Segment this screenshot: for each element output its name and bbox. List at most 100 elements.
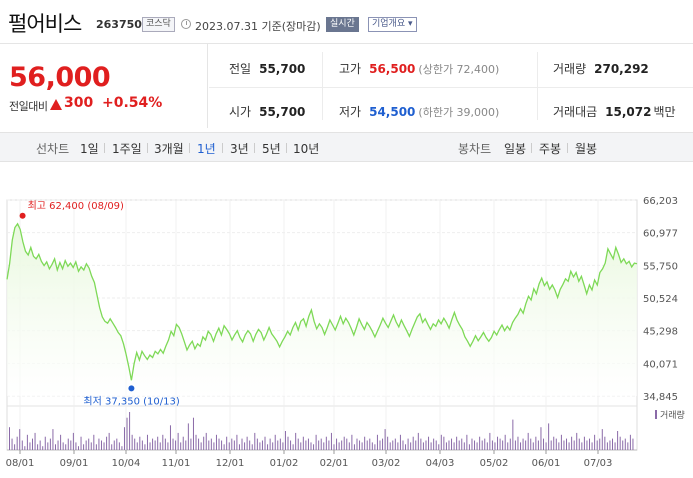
x-tick-label: 07/03 — [584, 458, 613, 469]
stat-low-value: 54,500 — [369, 105, 416, 119]
volume-bar — [307, 438, 309, 450]
volume-bar — [75, 442, 77, 450]
tab-1d[interactable]: 1일 — [80, 142, 99, 156]
volume-bar — [428, 436, 430, 450]
stat-amount-label: 거래대금 — [553, 105, 598, 119]
volume-bar — [205, 432, 207, 450]
volume-bar — [244, 442, 246, 450]
volume-bar — [269, 438, 271, 450]
volume-bar — [566, 438, 568, 450]
volume-bar — [213, 442, 215, 450]
volume-bar — [90, 442, 92, 450]
volume-bar — [568, 442, 570, 450]
volume-bar — [175, 440, 177, 450]
volume-bar — [537, 440, 539, 450]
realtime-button[interactable]: 실시간 — [326, 17, 359, 32]
high-marker — [19, 212, 26, 219]
x-tick-label: 09/01 — [60, 458, 89, 469]
y-tick-label: 55,750 — [643, 261, 678, 272]
volume-bar — [586, 440, 588, 450]
volume-bar — [108, 432, 110, 450]
volume-bar — [336, 438, 338, 450]
tab-monthly[interactable]: 월봉 — [575, 142, 598, 156]
tab-divider — [567, 143, 568, 153]
volume-bar — [433, 438, 435, 450]
stat-open-value: 55,700 — [259, 105, 306, 119]
volume-bar — [341, 440, 343, 450]
volume-bar — [231, 438, 233, 450]
volume-bar — [499, 438, 501, 450]
volume-bar — [471, 438, 473, 450]
stat-low: 저가 54,500 (하한가 39,000) — [339, 103, 499, 120]
volume-bar — [443, 436, 445, 450]
volume-bar — [67, 438, 69, 450]
x-tick-label: 06/01 — [532, 458, 561, 469]
x-tick-label: 12/01 — [216, 458, 245, 469]
volume-bar — [530, 438, 532, 450]
volume-bar — [31, 438, 33, 450]
high-label: 최고 62,400 (08/09) — [28, 200, 124, 212]
volume-bar — [384, 429, 386, 450]
tab-divider — [189, 143, 190, 153]
volume-bar — [62, 442, 64, 450]
volume-bar — [581, 442, 583, 450]
volume-bar — [599, 438, 601, 450]
volume-bar — [154, 440, 156, 450]
volume-bar — [24, 446, 26, 450]
price-chart[interactable]: 66,203 60,977 55,750 50,524 45,298 40,071 34,8… — [0, 190, 693, 478]
y-tick-label: 40,071 — [643, 359, 678, 370]
company-info-dropdown[interactable]: 기업개요 ▾ — [368, 17, 417, 32]
tab-divider — [222, 143, 223, 153]
tab-3y[interactable]: 3년 — [230, 142, 249, 156]
volume-bar — [121, 446, 123, 450]
volume-bar — [177, 432, 179, 450]
volume-bar — [274, 434, 276, 450]
volume-bar — [343, 436, 345, 450]
volume-bar — [435, 440, 437, 450]
volume-bar — [448, 440, 450, 450]
tab-daily[interactable]: 일봉 — [504, 142, 527, 156]
volume-bar — [382, 438, 384, 450]
tab-divider — [531, 143, 532, 153]
volume-bar — [558, 442, 560, 450]
tab-10y[interactable]: 10년 — [293, 142, 320, 156]
volume-bar — [535, 436, 537, 450]
volume-bar — [279, 438, 281, 450]
stat-prev-value: 55,700 — [259, 62, 306, 76]
volume-bar — [522, 438, 524, 450]
volume-bar — [159, 442, 161, 450]
stat-open: 시가 55,700 — [229, 103, 305, 120]
tab-3m[interactable]: 3개월 — [154, 142, 184, 156]
volume-bar — [591, 442, 593, 450]
volume-bar — [517, 436, 519, 450]
volume-bar — [417, 432, 419, 450]
volume-bar — [297, 438, 299, 450]
volume-bar — [466, 434, 468, 450]
stat-prev-label: 전일 — [229, 62, 252, 76]
tab-1y[interactable]: 1년 — [197, 142, 216, 156]
volume-bar — [497, 436, 499, 450]
volume-bar — [504, 434, 506, 450]
market-badge: 코스닥 — [142, 17, 175, 32]
tab-5y[interactable]: 5년 — [262, 142, 281, 156]
volume-bar — [545, 442, 547, 450]
row-divider — [209, 87, 693, 88]
volume-bar — [169, 425, 171, 450]
volume-bar — [512, 419, 514, 450]
change-amount: 300 — [64, 95, 94, 111]
volume-bar — [624, 438, 626, 450]
volume-bar — [251, 444, 253, 450]
volume-bar — [394, 438, 396, 450]
volume-bar — [366, 440, 368, 450]
y-tick-label: 60,977 — [643, 229, 678, 240]
volume-bar — [392, 440, 394, 450]
volume-bar — [131, 434, 133, 450]
tab-weekly[interactable]: 주봉 — [539, 142, 562, 156]
tab-1w[interactable]: 1주일 — [112, 142, 142, 156]
volume-bar — [287, 436, 289, 450]
volume-bar — [54, 444, 56, 450]
volume-bar — [218, 438, 220, 450]
volume-bar — [144, 444, 146, 450]
line-chart-label: 선차트 — [36, 142, 70, 156]
volume-bar — [233, 440, 235, 450]
